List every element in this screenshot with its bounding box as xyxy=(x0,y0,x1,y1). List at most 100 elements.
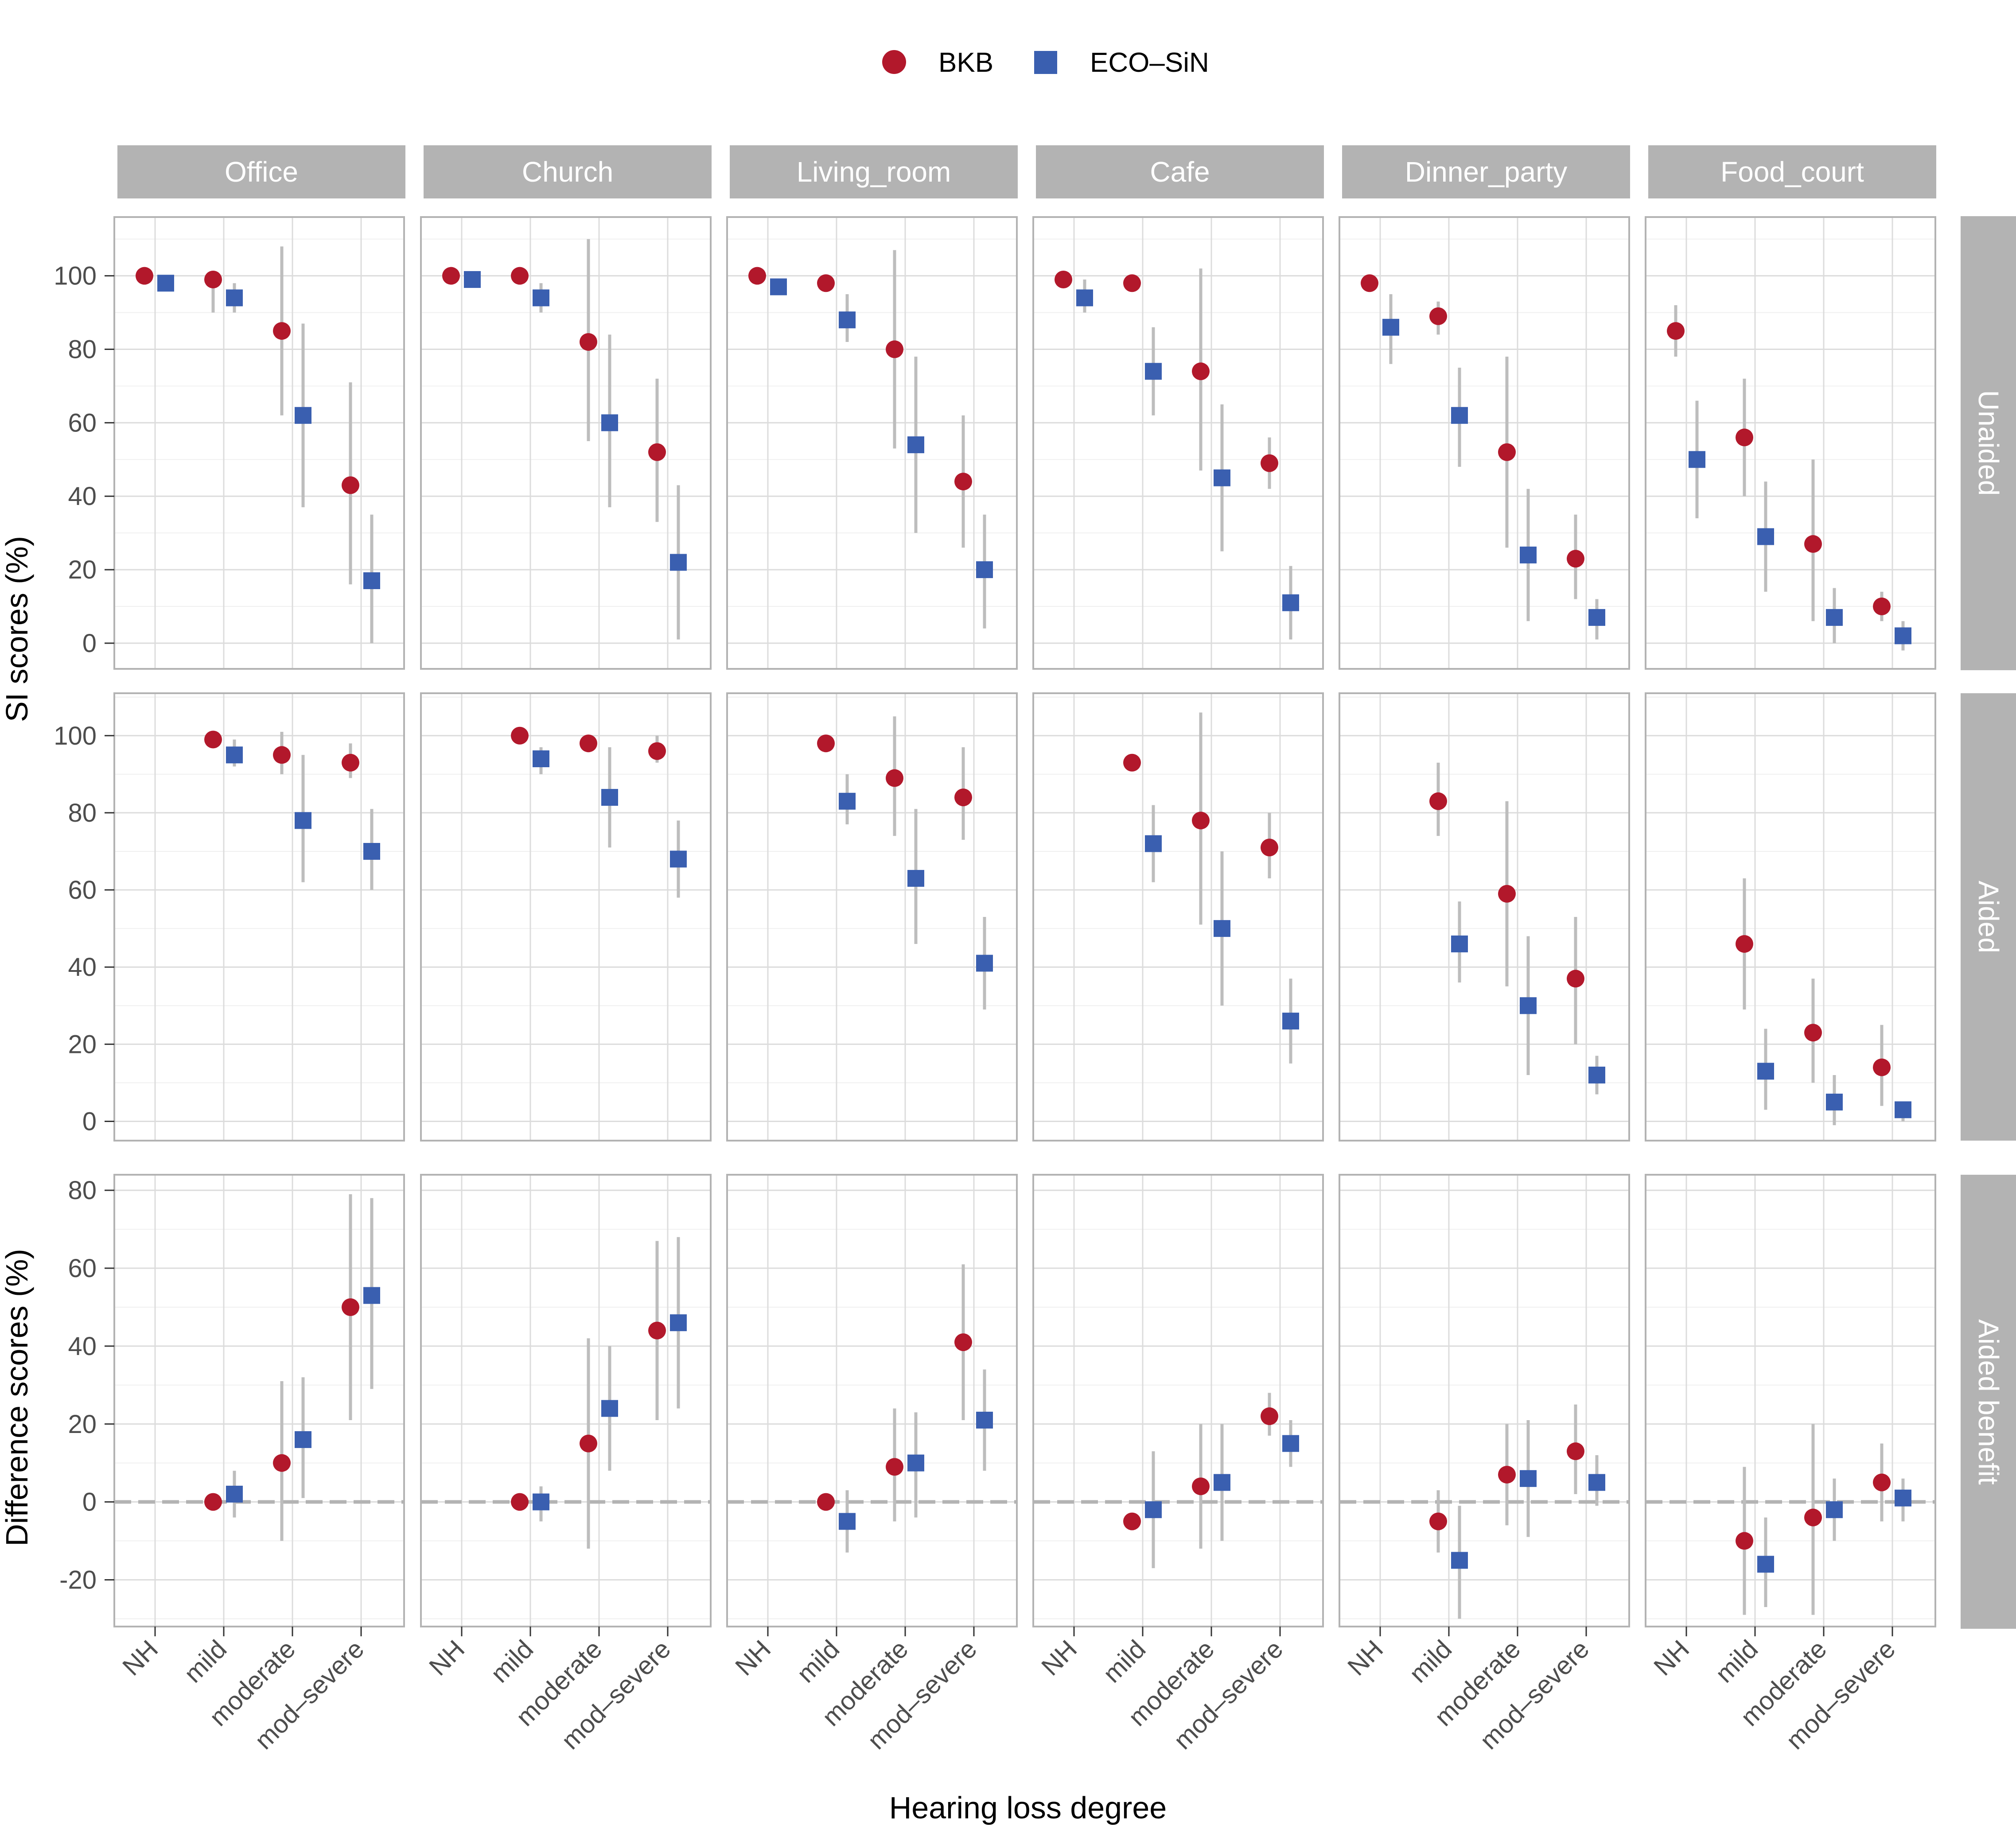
point-bkb-dinner-party-unaided-mild xyxy=(1429,307,1447,325)
point-eco-sin-office-aided-benefit-moderate xyxy=(295,1431,311,1448)
point-eco-sin-church-unaided-mild xyxy=(533,289,549,307)
point-bkb-food-court-unaided-mild xyxy=(1736,428,1753,447)
legend-label-bkb: BKB xyxy=(938,47,993,78)
y-axis-title-difference-scores: Difference scores (%) xyxy=(0,1249,34,1546)
point-eco-sin-dinner-party-unaided-mod-severe xyxy=(1588,609,1605,626)
y-tick-label: 60 xyxy=(68,408,97,437)
point-eco-sin-dinner-party-aided-mod-severe xyxy=(1588,1066,1605,1083)
panel-background xyxy=(421,217,711,669)
panel-aided-benefit-office xyxy=(113,1174,405,1627)
panel-aided-benefit-cafe xyxy=(1032,1174,1324,1627)
point-eco-sin-food-court-unaided-mod-severe xyxy=(1895,627,1911,645)
panel-background xyxy=(1033,693,1323,1141)
panel-background xyxy=(727,693,1017,1141)
point-eco-sin-cafe-aided-benefit-mod-severe xyxy=(1282,1435,1299,1452)
point-eco-sin-dinner-party-aided-mild xyxy=(1451,935,1468,952)
point-bkb-dinner-party-unaided-moderate xyxy=(1498,443,1516,461)
point-bkb-office-unaided-nh xyxy=(136,267,153,285)
point-bkb-dinner-party-aided-benefit-mod-severe xyxy=(1567,1442,1584,1460)
y-tick-label: 0 xyxy=(82,1107,97,1136)
point-eco-sin-dinner-party-aided-benefit-moderate xyxy=(1520,1470,1537,1487)
point-bkb-cafe-aided-moderate xyxy=(1192,812,1210,830)
point-eco-sin-office-aided-mild xyxy=(226,746,243,764)
point-bkb-dinner-party-aided-benefit-moderate xyxy=(1498,1466,1516,1484)
y-tick-label: 0 xyxy=(82,629,97,658)
point-bkb-church-aided-benefit-mild xyxy=(511,1493,529,1511)
column-strip-living-room: Living_room xyxy=(730,145,1018,198)
y-tick-label: 60 xyxy=(68,1254,97,1283)
strip-label-aided-benefit: Aided benefit xyxy=(1973,1319,2004,1485)
x-axis-title: Hearing loss degree xyxy=(889,1790,1167,1825)
column-strip-cafe: Cafe xyxy=(1036,145,1324,198)
point-bkb-food-court-aided-benefit-mild xyxy=(1736,1532,1753,1550)
point-eco-sin-food-court-unaided-mild xyxy=(1757,528,1774,545)
point-eco-sin-dinner-party-unaided-moderate xyxy=(1520,546,1537,563)
column-strip-office: Office xyxy=(117,145,405,198)
point-bkb-food-court-unaided-mod-severe xyxy=(1873,598,1891,616)
point-eco-sin-dinner-party-aided-benefit-mild xyxy=(1451,1552,1468,1569)
y-tick-label: 40 xyxy=(68,482,97,511)
point-bkb-church-unaided-moderate xyxy=(580,333,597,351)
strip-label-aided: Aided xyxy=(1973,881,2004,953)
point-eco-sin-church-aided-mod-severe xyxy=(670,850,687,868)
panel-border xyxy=(1339,216,1630,670)
panel-background xyxy=(421,1175,711,1627)
panel-aided-benefit-food-court xyxy=(1645,1174,1936,1627)
panel-border xyxy=(1339,692,1630,1142)
panel-background xyxy=(114,1175,404,1627)
row-strip-unaided: Unaided xyxy=(1961,216,2016,670)
panel-border xyxy=(1032,1174,1324,1627)
point-bkb-office-aided-mild xyxy=(204,730,222,749)
strip-label-cafe: Cafe xyxy=(1150,156,1210,188)
point-bkb-office-unaided-moderate xyxy=(273,322,291,340)
panel-aided-food-court xyxy=(1645,692,1936,1142)
point-eco-sin-food-court-aided-benefit-mod-severe xyxy=(1895,1489,1911,1507)
strip-label-church: Church xyxy=(522,156,613,188)
point-bkb-church-aided-benefit-moderate xyxy=(580,1434,597,1452)
panel-border xyxy=(1339,1174,1630,1627)
point-bkb-office-unaided-mild xyxy=(204,270,222,288)
panel-background xyxy=(1339,693,1629,1141)
point-bkb-living-room-aided-benefit-mild xyxy=(817,1493,835,1511)
legend-key-eco-sin xyxy=(1034,51,1057,74)
panel-border xyxy=(113,692,405,1142)
panel-border xyxy=(1032,692,1324,1142)
panel-background xyxy=(1646,217,1935,669)
point-eco-sin-dinner-party-unaided-nh xyxy=(1382,318,1399,336)
point-bkb-office-aided-mod-severe xyxy=(342,753,359,772)
point-eco-sin-living-room-aided-benefit-mod-severe xyxy=(976,1411,993,1429)
panel-unaided-cafe xyxy=(1032,216,1324,670)
column-strip-food-court: Food_court xyxy=(1648,145,1936,198)
point-bkb-living-room-unaided-mild xyxy=(817,274,835,292)
point-eco-sin-cafe-aided-benefit-mild xyxy=(1145,1501,1162,1518)
point-bkb-church-unaided-mild xyxy=(511,267,529,285)
row-strip-aided: Aided xyxy=(1961,693,2016,1141)
point-eco-sin-cafe-unaided-moderate xyxy=(1214,469,1230,486)
strip-label-dinner-party: Dinner_party xyxy=(1405,156,1567,188)
point-eco-sin-cafe-aided-benefit-moderate xyxy=(1214,1474,1230,1491)
point-bkb-office-aided-moderate xyxy=(273,746,291,764)
point-eco-sin-food-court-aided-moderate xyxy=(1826,1093,1843,1111)
panel-border xyxy=(1645,692,1936,1142)
point-eco-sin-food-court-unaided-nh xyxy=(1689,451,1705,468)
point-bkb-cafe-aided-mild xyxy=(1123,753,1141,772)
panel-background xyxy=(1646,1175,1935,1627)
point-eco-sin-office-aided-moderate xyxy=(295,812,311,829)
column-strip-dinner-party: Dinner_party xyxy=(1342,145,1630,198)
y-tick-label: 40 xyxy=(68,953,97,982)
panel-border xyxy=(113,216,405,670)
point-eco-sin-living-room-unaided-mild xyxy=(839,311,856,329)
point-bkb-office-aided-benefit-mod-severe xyxy=(342,1298,359,1316)
column-strip-church: Church xyxy=(424,145,712,198)
panel-aided-cafe xyxy=(1032,692,1324,1142)
point-eco-sin-office-unaided-nh xyxy=(157,275,174,292)
y-tick-label: 20 xyxy=(68,1410,97,1439)
point-eco-sin-food-court-aided-mild xyxy=(1757,1063,1774,1080)
point-bkb-cafe-unaided-mod-severe xyxy=(1261,454,1278,472)
point-bkb-food-court-aided-moderate xyxy=(1804,1024,1822,1042)
point-eco-sin-living-room-aided-benefit-moderate xyxy=(907,1454,924,1472)
legend-key-bkb xyxy=(882,50,906,74)
point-bkb-office-aided-benefit-mild xyxy=(204,1493,222,1511)
point-eco-sin-dinner-party-unaided-mild xyxy=(1451,407,1468,424)
